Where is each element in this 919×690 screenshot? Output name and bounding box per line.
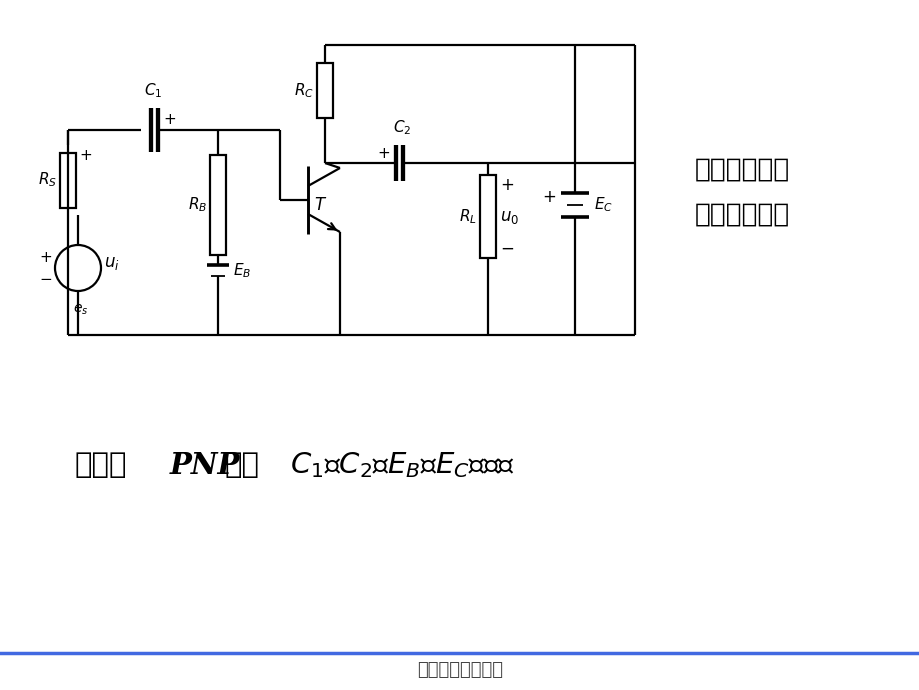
- Text: PNP: PNP: [170, 451, 240, 480]
- Text: $e_s$: $e_s$: [74, 303, 88, 317]
- Bar: [317, 63, 333, 118]
- Text: $C_1$、$C_2$、$E_B$、$E_C$极性反: $C_1$、$C_2$、$E_B$、$E_C$极性反: [289, 450, 515, 480]
- Text: $R_S$: $R_S$: [38, 170, 57, 189]
- Text: +: +: [378, 146, 390, 161]
- Text: $R_B$: $R_B$: [187, 196, 207, 215]
- Text: +: +: [499, 176, 514, 194]
- Text: $E_B$: $E_B$: [233, 261, 251, 280]
- Text: $C_2$: $C_2$: [392, 118, 411, 137]
- Text: $E_C$: $E_C$: [594, 196, 612, 215]
- Text: +: +: [164, 112, 176, 128]
- Text: 共发射极基本: 共发射极基本: [694, 157, 789, 183]
- Bar: [60, 152, 76, 208]
- Text: $R_C$: $R_C$: [294, 81, 313, 100]
- Text: $C_1$: $C_1$: [143, 81, 162, 100]
- Text: $R_L$: $R_L$: [459, 207, 476, 226]
- Text: $-$: $-$: [39, 270, 52, 286]
- Text: 管，: 管，: [225, 451, 260, 479]
- Text: $-$: $-$: [499, 239, 514, 257]
- Text: $u_i$: $u_i$: [104, 254, 119, 272]
- Text: 南京航空航天大学: 南京航空航天大学: [416, 661, 503, 679]
- Text: 交流放大电路: 交流放大电路: [694, 202, 789, 228]
- Text: $T$: $T$: [313, 196, 327, 214]
- Text: $u_0$: $u_0$: [499, 208, 518, 226]
- Bar: [210, 155, 226, 255]
- Text: +: +: [40, 250, 52, 266]
- Text: +: +: [79, 148, 92, 163]
- Text: +: +: [541, 188, 555, 206]
- Bar: [480, 175, 495, 258]
- Text: 若换成: 若换成: [75, 451, 128, 479]
